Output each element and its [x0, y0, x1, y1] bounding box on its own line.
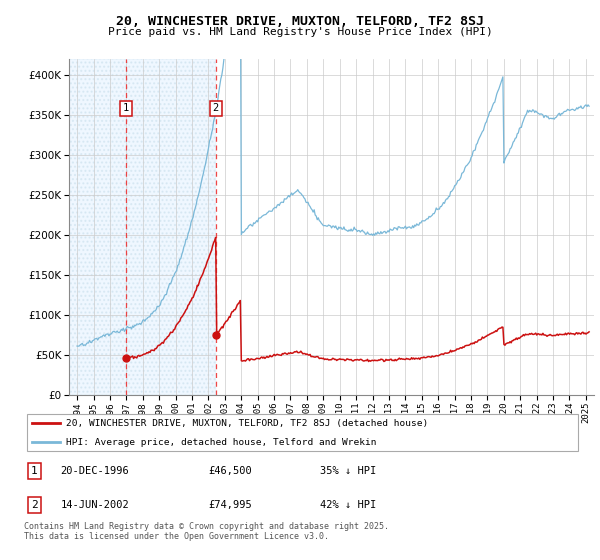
Text: £46,500: £46,500 — [208, 466, 252, 476]
Text: 20-DEC-1996: 20-DEC-1996 — [60, 466, 129, 476]
Text: 20, WINCHESTER DRIVE, MUXTON, TELFORD, TF2 8SJ: 20, WINCHESTER DRIVE, MUXTON, TELFORD, T… — [116, 15, 484, 28]
Bar — [69, 59, 216, 395]
Text: Price paid vs. HM Land Registry's House Price Index (HPI): Price paid vs. HM Land Registry's House … — [107, 27, 493, 37]
Text: HPI: Average price, detached house, Telford and Wrekin: HPI: Average price, detached house, Telf… — [66, 438, 376, 447]
Text: 20, WINCHESTER DRIVE, MUXTON, TELFORD, TF2 8SJ (detached house): 20, WINCHESTER DRIVE, MUXTON, TELFORD, T… — [66, 418, 428, 427]
Text: 2: 2 — [31, 500, 37, 510]
Text: 42% ↓ HPI: 42% ↓ HPI — [320, 500, 376, 510]
Text: Contains HM Land Registry data © Crown copyright and database right 2025.
This d: Contains HM Land Registry data © Crown c… — [24, 522, 389, 542]
Text: 2: 2 — [213, 104, 219, 114]
Text: 14-JUN-2002: 14-JUN-2002 — [60, 500, 129, 510]
Text: 35% ↓ HPI: 35% ↓ HPI — [320, 466, 376, 476]
Bar — [69, 59, 216, 395]
Text: 1: 1 — [123, 104, 129, 114]
Text: 1: 1 — [31, 466, 37, 476]
FancyBboxPatch shape — [27, 414, 578, 451]
Text: £74,995: £74,995 — [208, 500, 252, 510]
